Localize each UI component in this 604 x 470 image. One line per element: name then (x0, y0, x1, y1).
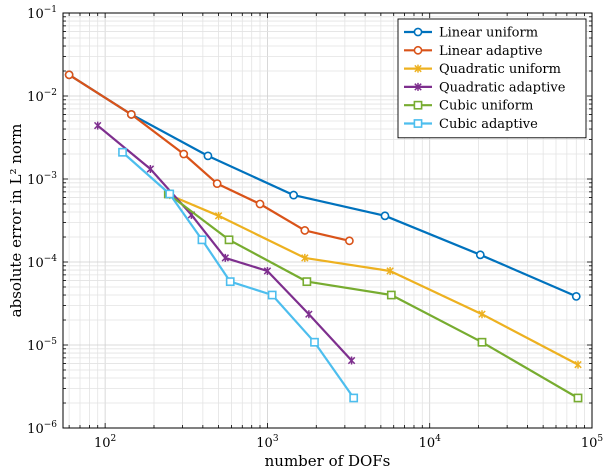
data-point (388, 291, 395, 298)
data-point (350, 394, 357, 401)
x-tick-label: 102 (94, 434, 116, 451)
y-axis-label: absolute error in L² norm (7, 124, 25, 318)
data-point (574, 394, 581, 401)
x-tick-label: 103 (256, 434, 279, 451)
data-point (198, 236, 205, 243)
data-point (306, 310, 312, 318)
x-axis-label: number of DOFs (265, 452, 391, 470)
data-point (269, 291, 276, 298)
data-point (290, 191, 297, 198)
data-point (346, 237, 353, 244)
y-tick-label: 10−3 (27, 171, 57, 188)
legend-label: Quadratic uniform (439, 62, 561, 77)
data-point (147, 165, 153, 173)
x-tick-label: 104 (419, 434, 442, 451)
data-point (303, 278, 310, 285)
data-point (477, 251, 484, 258)
data-point (301, 227, 308, 234)
legend-label: Cubic adaptive (439, 117, 538, 132)
data-point (66, 71, 73, 78)
data-point (225, 236, 232, 243)
legend-label: Linear uniform (439, 26, 538, 41)
data-point (256, 200, 263, 207)
y-tick-label: 10−4 (27, 254, 57, 271)
legend-label: Quadratic adaptive (439, 80, 566, 95)
y-tick-label: 10−5 (27, 337, 57, 354)
data-point (128, 111, 135, 118)
legend-label: Cubic uniform (439, 99, 533, 114)
legend: Linear uniform Linear adaptive Quadratic u… (398, 19, 586, 138)
data-point (573, 293, 580, 300)
data-point (348, 357, 354, 365)
data-point (180, 150, 187, 157)
data-point (227, 278, 234, 285)
data-point (381, 212, 388, 219)
legend-label: Linear adaptive (439, 44, 543, 59)
legend-swatch-marker (414, 120, 421, 127)
legend-swatch-marker (414, 28, 421, 35)
data-point (166, 190, 173, 197)
legend-swatch-marker (414, 102, 421, 109)
legend-swatch-marker (414, 47, 421, 54)
y-tick-label: 10−2 (27, 88, 57, 105)
data-point (214, 180, 221, 187)
series-line (168, 194, 578, 398)
y-tick-label: 10−6 (27, 420, 57, 437)
data-point (311, 339, 318, 346)
x-tick-label: 105 (581, 434, 604, 451)
data-point (204, 152, 211, 159)
data-point (95, 122, 101, 130)
data-point (119, 149, 126, 156)
data-point (478, 339, 485, 346)
y-tick-label: 10−1 (27, 5, 57, 22)
